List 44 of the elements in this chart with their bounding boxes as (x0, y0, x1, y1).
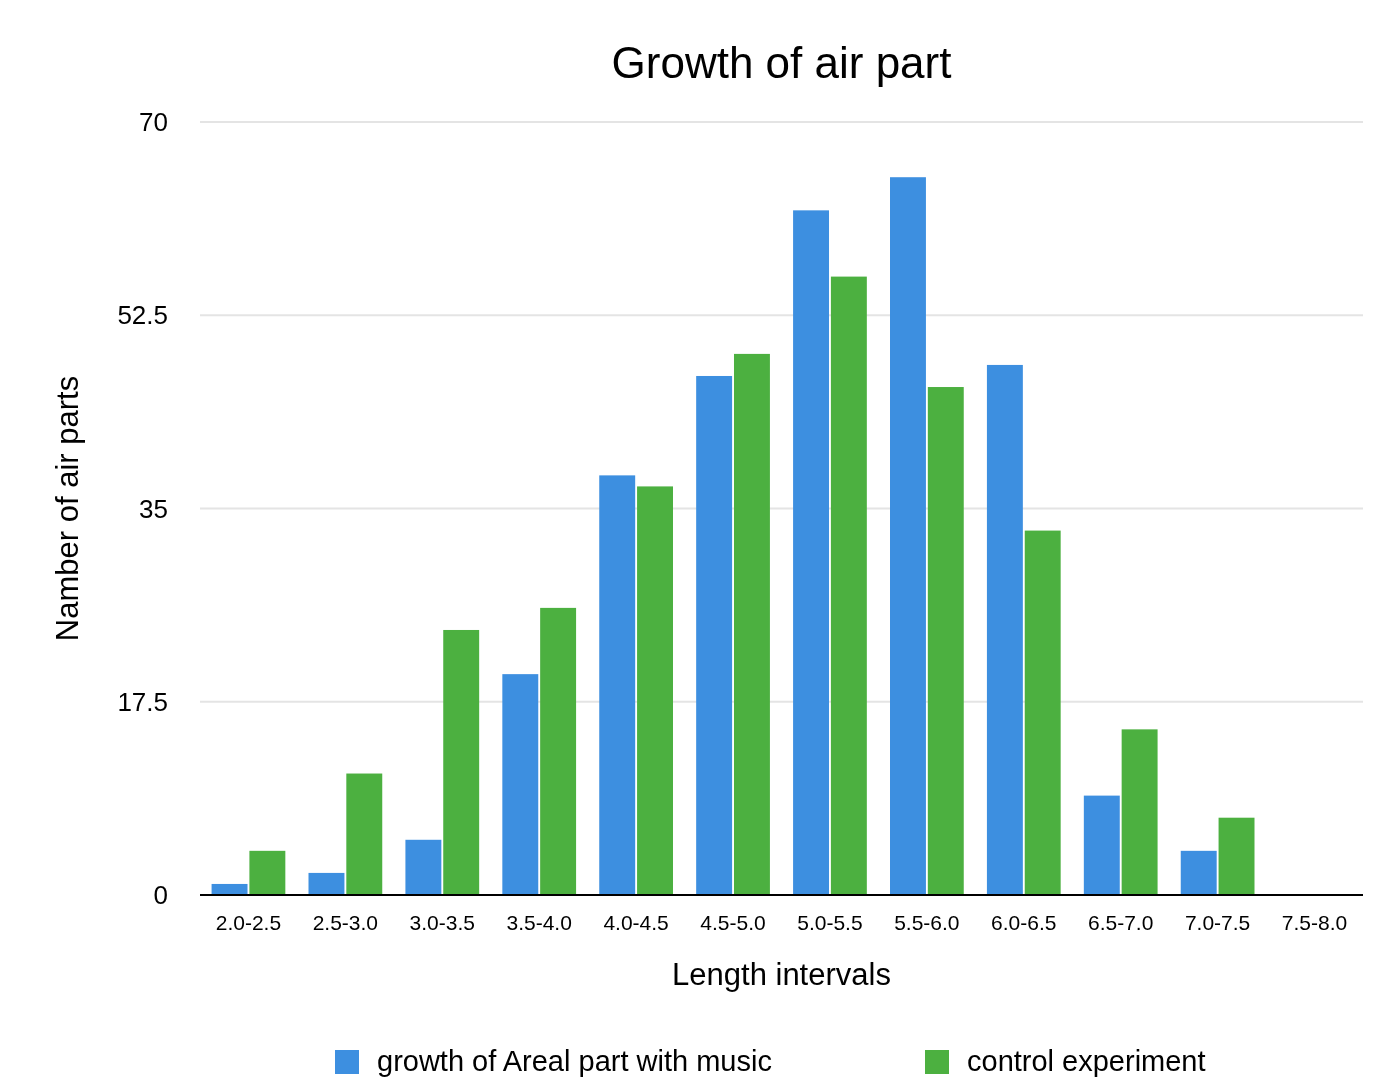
bar (733, 353, 770, 895)
x-tick-label: 3.0-3.5 (409, 911, 475, 934)
bar (1024, 530, 1061, 895)
bar (346, 773, 383, 895)
bar (986, 364, 1023, 895)
chart-title: Growth of air part (611, 38, 952, 87)
y-tick-label: 35 (139, 493, 168, 524)
bar (637, 486, 673, 895)
y-tick-label: 0 (153, 880, 168, 911)
legend-label: control experiment (967, 1045, 1206, 1077)
x-tick-label: 4.0-4.5 (603, 911, 669, 934)
bar (443, 629, 480, 895)
legend-label: growth of Areal part with music (377, 1045, 772, 1077)
x-tick-label: 6.5-7.0 (1088, 911, 1154, 934)
bar (1180, 850, 1217, 895)
bar (830, 276, 867, 895)
bar (890, 177, 926, 895)
bar (599, 475, 636, 895)
bar (405, 839, 442, 895)
x-tick-label: 3.5-4.0 (506, 911, 572, 934)
bar (502, 674, 539, 895)
x-axis-title: Length intervals (672, 957, 891, 992)
bar (696, 375, 733, 895)
y-tick-label: 70 (139, 107, 168, 138)
x-tick-label: 4.5-5.0 (700, 911, 766, 934)
y-tick-label: 52.5 (117, 300, 168, 331)
x-tick-label: 5.0-5.5 (797, 911, 863, 934)
bar (793, 210, 830, 895)
bar (1121, 729, 1158, 895)
bar (1218, 817, 1255, 895)
x-tick-label: 2.0-2.5 (215, 911, 282, 934)
y-tick-label: 17.5 (117, 686, 168, 717)
x-tick-label: 5.5-6.0 (894, 911, 960, 934)
y-axis-title: Namber of air parts (50, 375, 85, 642)
bar (308, 872, 345, 895)
bar (249, 850, 286, 895)
x-tick-label: 7.0-7.5 (1184, 911, 1251, 934)
bar (211, 883, 248, 895)
x-tick-label: 7.5-8.0 (1281, 911, 1348, 934)
bar (540, 607, 577, 895)
bar (1083, 795, 1120, 895)
x-tick-label: 6.0-6.5 (991, 911, 1057, 934)
x-tick-label: 2.5-3.0 (312, 911, 379, 934)
bar (927, 387, 964, 895)
